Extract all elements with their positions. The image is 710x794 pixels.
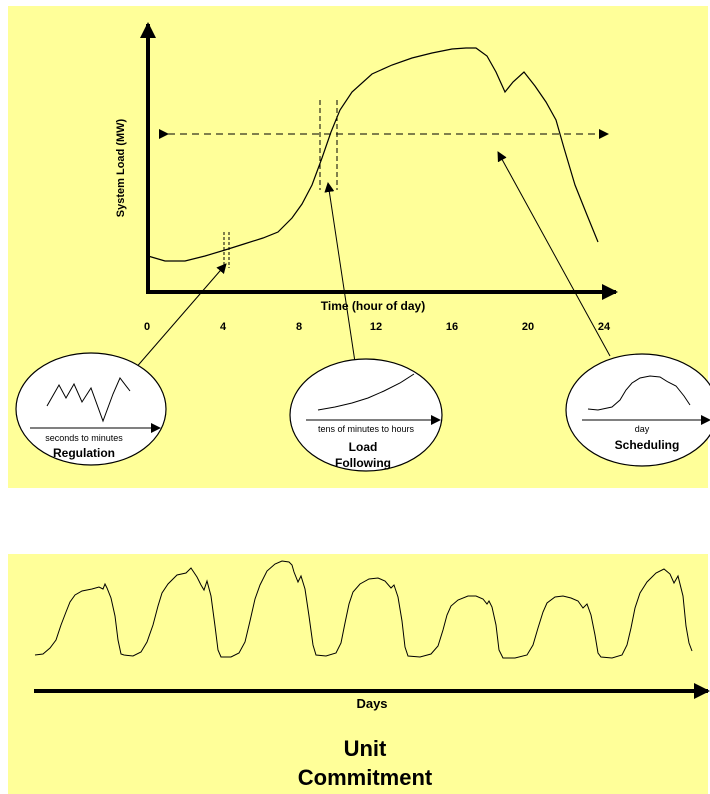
tick-label: 12 <box>370 321 382 333</box>
load-following-axis-label: tens of minutes to hours <box>318 424 415 434</box>
days-axis-label: Days <box>356 696 387 711</box>
load-following-title-line2: Following <box>335 456 391 470</box>
regulation-axis-label: seconds to minutes <box>45 433 123 443</box>
tick-label: 0 <box>144 321 150 333</box>
x-axis-label: Time (hour of day) <box>321 299 425 313</box>
scheduling-daily-curve <box>587 375 691 411</box>
scheduling-pointer <box>497 151 611 357</box>
scheduling-axis-label: day <box>635 424 650 434</box>
daily-load-curve <box>147 47 599 262</box>
load-following-title-line1: Load <box>349 440 378 454</box>
regulation-fluctuation-curve <box>46 377 131 423</box>
tick-label: 4 <box>220 321 227 333</box>
y-axis-label: System Load (MW) <box>115 118 127 217</box>
tick-label: 8 <box>296 321 302 333</box>
tick-label: 20 <box>522 321 534 333</box>
regulation-inset <box>15 352 167 466</box>
load-following-ramp-curve <box>317 373 415 411</box>
tick-label: 16 <box>446 321 458 333</box>
scheduling-title: Scheduling <box>615 438 680 452</box>
load-following-inset <box>289 358 443 472</box>
unit-commitment-title-line2: Commitment <box>298 765 433 790</box>
regulation-pointer <box>133 263 227 371</box>
unit-commitment-panel <box>8 554 708 794</box>
unit-commitment-title-line1: Unit <box>344 736 387 761</box>
load-following-pointer <box>324 182 356 363</box>
tick-label: 24 <box>598 321 611 333</box>
regulation-title: Regulation <box>53 446 115 460</box>
scheduling-inset <box>565 353 710 467</box>
weekly-load-curve <box>34 560 693 659</box>
